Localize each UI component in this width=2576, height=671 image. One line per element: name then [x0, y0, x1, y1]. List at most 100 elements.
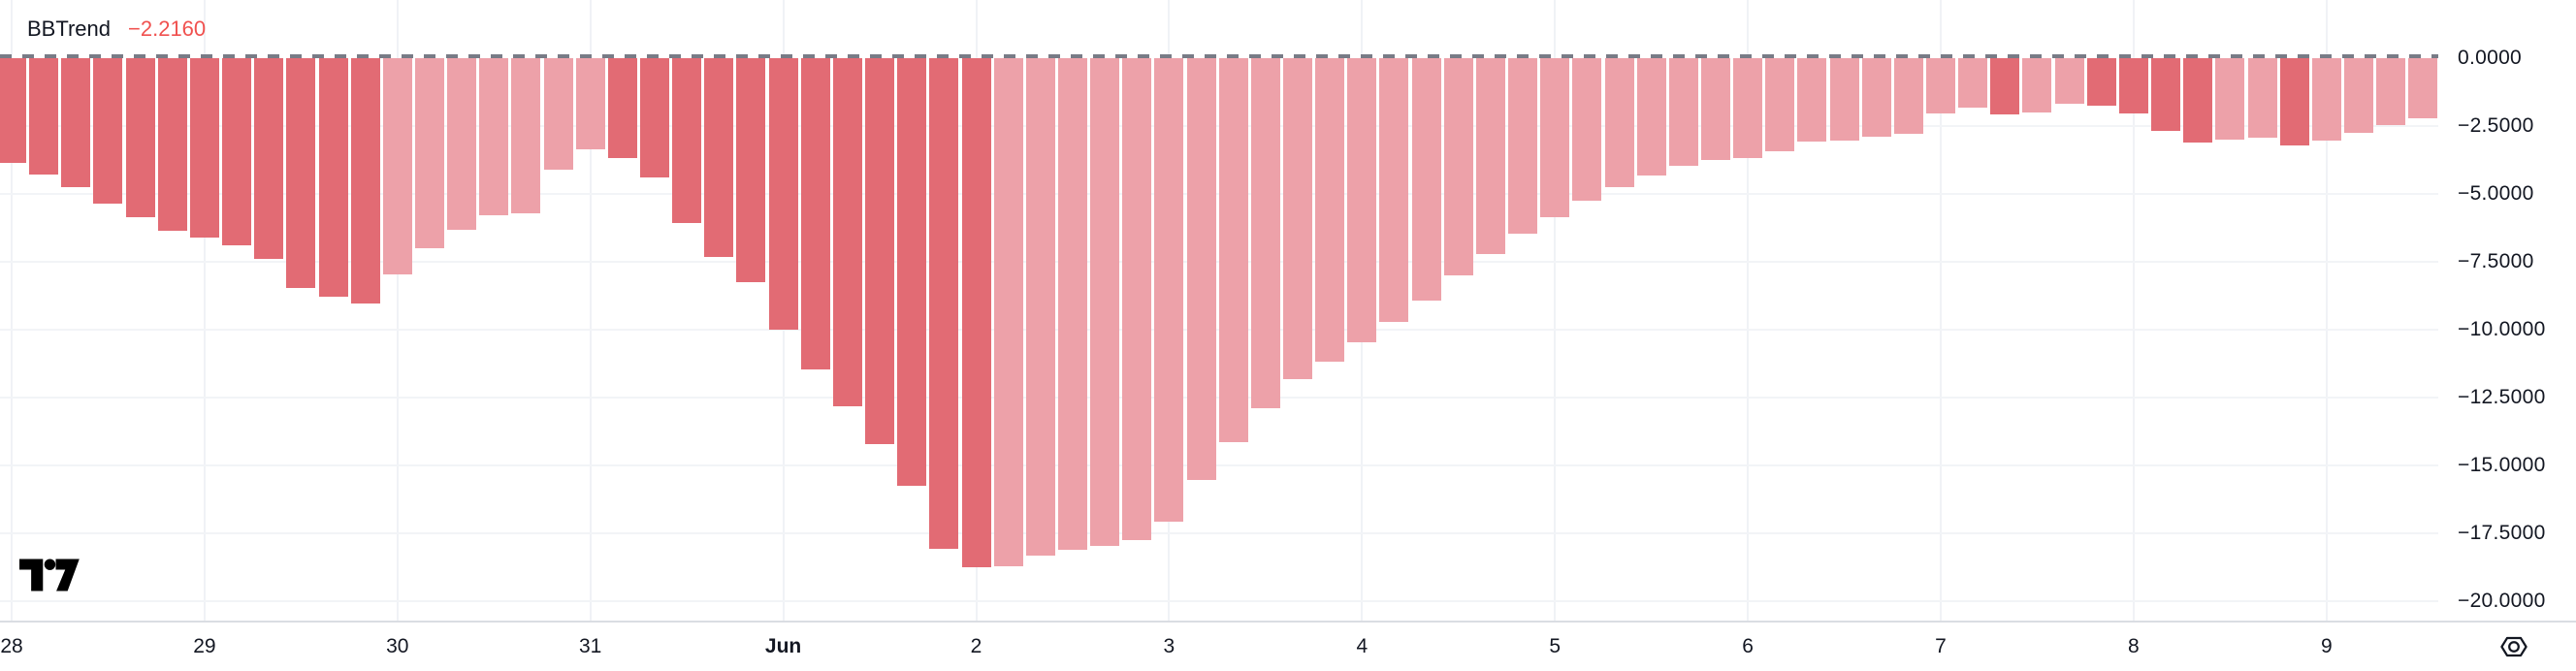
- indicator-title[interactable]: BBTrend: [27, 16, 112, 41]
- v-gridline: [589, 0, 592, 621]
- histogram-bar: [2343, 58, 2373, 133]
- histogram-bar: [1090, 58, 1120, 546]
- price-tick-label: −17.5000: [2458, 522, 2546, 544]
- histogram-bar: [1250, 58, 1280, 408]
- time-axis-label: 29: [193, 635, 216, 657]
- histogram-bar: [800, 58, 830, 369]
- histogram-bar: [768, 58, 798, 330]
- v-gridline: [11, 0, 13, 621]
- v-gridline: [203, 0, 206, 621]
- price-tick-label: −15.0000: [2458, 454, 2546, 476]
- v-gridline: [1747, 0, 1750, 621]
- histogram-bar: [1572, 58, 1602, 202]
- histogram-bar: [2247, 58, 2277, 139]
- histogram-bar: [2118, 58, 2148, 114]
- histogram-bar: [929, 58, 959, 549]
- histogram-bar: [382, 58, 412, 274]
- price-axis[interactable]: 0.0000 −2.5000 −5.0000 −7.5000 −10.0000 −12.5…: [2438, 0, 2576, 621]
- price-tick-label: −5.0000: [2458, 182, 2534, 205]
- histogram-bar: [1347, 58, 1377, 342]
- histogram-bar: [575, 58, 605, 150]
- time-axis-label: 3: [1163, 635, 1175, 657]
- time-axis-label: 6: [1742, 635, 1754, 657]
- histogram-bar: [543, 58, 573, 171]
- indicator-legend[interactable]: BBTrend −2.2160: [27, 16, 206, 43]
- histogram-bar: [1700, 58, 1730, 161]
- histogram-bar: [61, 58, 91, 187]
- histogram-bar: [93, 58, 123, 205]
- histogram-bar: [414, 58, 444, 248]
- histogram-bar: [1057, 58, 1087, 551]
- histogram-bar: [1283, 58, 1312, 379]
- histogram-bar: [607, 58, 637, 159]
- v-gridline: [2325, 0, 2328, 621]
- histogram-bar: [2183, 58, 2213, 144]
- time-axis-label: 2: [970, 635, 982, 657]
- histogram-bar: [704, 58, 734, 257]
- histogram-bar: [350, 58, 380, 304]
- histogram-bar: [2311, 58, 2341, 141]
- h-gridline: [0, 464, 2438, 466]
- histogram-bar: [897, 58, 927, 486]
- histogram-bar: [2086, 58, 2116, 106]
- histogram-bar: [1379, 58, 1409, 322]
- price-tick-label: −7.5000: [2458, 250, 2534, 272]
- histogram-bar: [1797, 58, 1827, 143]
- histogram-bar: [1315, 58, 1345, 363]
- histogram-bar: [736, 58, 766, 282]
- v-gridline: [1554, 0, 1557, 621]
- histogram-bar: [1861, 58, 1891, 137]
- histogram-bar: [29, 58, 59, 176]
- histogram-bar: [1990, 58, 2020, 114]
- time-axis-label: 9: [2320, 635, 2333, 657]
- histogram-bar: [1958, 58, 1988, 109]
- histogram-bar: [2408, 58, 2438, 119]
- time-axis-label: 8: [2128, 635, 2140, 657]
- time-axis-label: 4: [1356, 635, 1368, 657]
- time-axis-label: 31: [579, 635, 602, 657]
- histogram-bar: [1154, 58, 1184, 522]
- histogram-bar: [1926, 58, 1955, 114]
- histogram-bar: [961, 58, 991, 567]
- histogram-bar: [1218, 58, 1248, 442]
- histogram-bar: [222, 58, 252, 246]
- tradingview-logo-icon[interactable]: [19, 559, 81, 591]
- histogram-bar: [1475, 58, 1505, 255]
- axis-settings-icon[interactable]: [2498, 633, 2529, 660]
- histogram-bar: [1829, 58, 1859, 142]
- v-gridline: [396, 0, 399, 621]
- v-gridline: [1940, 0, 1942, 621]
- histogram-bar: [1668, 58, 1698, 167]
- chart-plot-area[interactable]: [0, 0, 2438, 621]
- time-axis-label: 7: [1935, 635, 1947, 657]
- time-axis[interactable]: 28 29 30 31 Jun 2 3 4 5 6 7 8 9: [0, 621, 2576, 671]
- time-axis-label: 28: [0, 635, 23, 657]
- histogram-bar: [1411, 58, 1441, 302]
- histogram-bar: [479, 58, 509, 216]
- histogram-bar: [2215, 58, 2245, 140]
- price-tick-label: 0.0000: [2458, 47, 2523, 69]
- histogram-bar: [865, 58, 895, 444]
- histogram-bar: [125, 58, 155, 218]
- histogram-bar: [0, 58, 26, 164]
- time-axis-label: 30: [386, 635, 409, 657]
- histogram-bar: [1604, 58, 1634, 187]
- h-gridline: [0, 532, 2438, 534]
- histogram-bar: [318, 58, 348, 298]
- v-gridline: [2132, 0, 2135, 621]
- price-tick-label: −2.5000: [2458, 114, 2534, 137]
- h-gridline: [0, 600, 2438, 602]
- zero-baseline: [0, 54, 2438, 58]
- histogram-bar: [1122, 58, 1152, 540]
- histogram-bar: [2376, 58, 2406, 125]
- histogram-bar: [157, 58, 187, 232]
- histogram-bar: [672, 58, 702, 223]
- histogram-bar: [640, 58, 669, 177]
- time-axis-label: 5: [1549, 635, 1562, 657]
- indicator-value: −2.2160: [128, 16, 207, 41]
- histogram-bar: [2022, 58, 2052, 113]
- price-tick-label: −12.5000: [2458, 386, 2546, 408]
- histogram-bar: [1765, 58, 1795, 152]
- histogram-bar: [447, 58, 477, 230]
